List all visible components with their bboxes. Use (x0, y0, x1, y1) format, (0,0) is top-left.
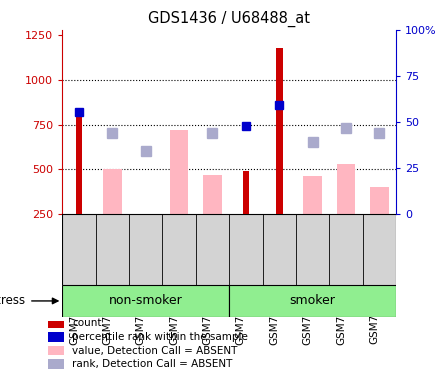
Bar (337, 164, 355, 214)
Text: rank, Detection Call = ABSENT: rank, Detection Call = ABSENT (72, 359, 232, 369)
Text: value, Detection Call = ABSENT: value, Detection Call = ABSENT (72, 345, 237, 355)
Bar (276, 48, 283, 214)
Text: percentile rank within the sample: percentile rank within the sample (72, 332, 248, 342)
Bar (170, 130, 188, 214)
Text: smoker: smoker (290, 294, 336, 307)
Bar (103, 169, 121, 214)
Bar (49, 318, 64, 328)
Bar (243, 171, 249, 214)
Bar (370, 187, 388, 214)
Bar (76, 116, 82, 214)
Bar (229, 285, 396, 317)
Text: stress: stress (0, 294, 26, 307)
Bar (49, 346, 64, 355)
Bar (49, 359, 64, 369)
Text: count: count (72, 318, 101, 328)
Bar (203, 174, 222, 214)
Text: non-smoker: non-smoker (109, 294, 182, 307)
Bar (62, 285, 229, 317)
Bar (49, 332, 64, 342)
Bar (303, 176, 322, 214)
Title: GDS1436 / U68488_at: GDS1436 / U68488_at (148, 11, 310, 27)
